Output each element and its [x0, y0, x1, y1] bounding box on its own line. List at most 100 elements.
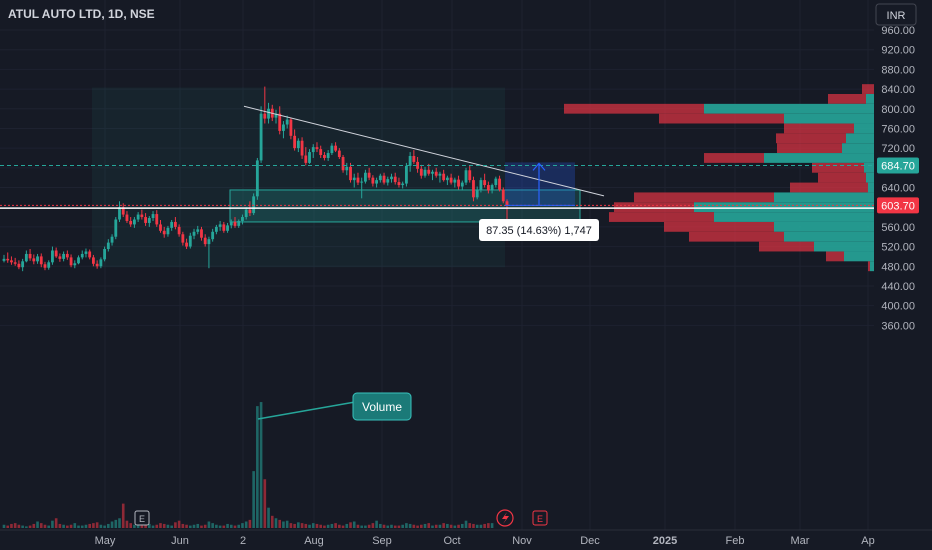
volume-bar: [442, 523, 445, 528]
candle-body: [423, 169, 427, 176]
time-tick: 2: [240, 535, 246, 547]
volume-bar: [73, 523, 77, 528]
price-axis[interactable]: 960.00 920.00 880.00 840.00 800.00 760.00 720.…: [874, 0, 932, 550]
volume-bar: [166, 524, 170, 528]
candle-body: [121, 207, 125, 215]
candle-body: [54, 250, 58, 257]
candle-body: [255, 160, 259, 197]
candle-body: [494, 178, 498, 186]
candle-body: [69, 257, 73, 266]
candle-body: [438, 173, 442, 176]
candle-body: [274, 113, 278, 118]
time-tick: Oct: [443, 535, 460, 547]
volume-bars: [2, 402, 494, 528]
volume-bar: [319, 524, 323, 528]
volume-bar: [192, 524, 196, 528]
volume-bar: [155, 524, 159, 528]
candle-body: [32, 258, 36, 262]
volume-bar: [464, 520, 468, 528]
volume-bar: [285, 520, 289, 528]
volume-bar: [21, 525, 24, 528]
candle-body: [404, 165, 408, 184]
price-axis-bg: [874, 0, 932, 550]
candle-body: [147, 218, 151, 223]
volume-bar: [393, 525, 397, 528]
profile-bar-down: [704, 153, 764, 163]
profile-bar-up: [844, 251, 874, 262]
candle-body: [65, 253, 69, 258]
profile-bar-down: [818, 172, 866, 183]
candle-body: [92, 257, 95, 264]
volume-bar: [352, 521, 356, 528]
volume-bar: [364, 525, 367, 528]
candle-body: [51, 250, 54, 263]
volume-bar: [427, 523, 431, 528]
candle-body: [378, 175, 382, 181]
profile-bar-up: [866, 94, 874, 104]
volume-bar: [107, 523, 110, 528]
volume-bar: [159, 523, 162, 528]
candle-body: [483, 180, 487, 186]
candle-body: [58, 256, 62, 259]
profile-bar-down: [776, 133, 846, 144]
candle-body: [47, 262, 51, 268]
candle-body: [144, 217, 148, 223]
candle-body: [363, 172, 367, 182]
volume-bar: [80, 525, 84, 528]
volume-bar: [39, 523, 43, 528]
volume-bar: [148, 523, 151, 528]
volume-bar: [434, 524, 438, 528]
candle-body: [382, 175, 386, 183]
volume-bar: [360, 525, 363, 528]
volume-bar: [32, 523, 36, 528]
volume-bar: [356, 524, 360, 528]
candle-body: [10, 260, 13, 263]
price-tick: 480.00: [881, 261, 915, 273]
volume-bar: [397, 525, 401, 528]
candle-body: [129, 220, 133, 225]
volume-bar: [278, 519, 282, 528]
volume-bar: [47, 525, 51, 528]
volume-bar: [203, 524, 207, 528]
profile-bar-down: [862, 84, 874, 94]
volume-bar: [419, 524, 423, 528]
currency-button[interactable]: INR: [875, 3, 917, 26]
time-axis[interactable]: May Jun 2 Aug Sep Oct Nov Dec 2025 Feb Mar Ap: [0, 529, 932, 547]
volume-bar: [66, 525, 69, 528]
volume-bar: [341, 525, 345, 528]
candle-body: [140, 214, 144, 218]
candle-body: [170, 221, 174, 228]
profile-bar-down: [564, 103, 704, 114]
candle-body: [326, 153, 330, 158]
candle-body: [282, 124, 285, 131]
volume-bar: [181, 523, 185, 528]
time-tick: Sep: [372, 535, 392, 547]
volume-bar: [2, 524, 6, 528]
candle-body: [449, 177, 453, 183]
volume-bar: [248, 519, 252, 528]
profile-bar-down: [614, 202, 694, 213]
volume-bar: [300, 523, 304, 528]
volume-bar: [95, 522, 99, 528]
volume-bar: [431, 525, 434, 528]
candle-body: [73, 263, 77, 266]
profile-bar-down: [868, 261, 870, 272]
candle-body: [84, 251, 88, 254]
candle-body: [267, 108, 270, 119]
candle-body: [390, 176, 393, 180]
volume-bar: [88, 523, 92, 528]
candle-body: [464, 170, 468, 183]
measure-arrowhead: [532, 162, 546, 171]
time-tick: Dec: [580, 535, 600, 547]
candle-body: [352, 177, 356, 181]
profile-bar-down: [826, 251, 844, 262]
candle-body: [2, 258, 6, 261]
volume-bar: [103, 525, 106, 528]
candle-body: [337, 150, 341, 157]
volume-bar: [162, 523, 166, 528]
candle-body: [43, 264, 47, 268]
profile-bar-down: [828, 94, 866, 104]
candle-body: [375, 180, 379, 184]
